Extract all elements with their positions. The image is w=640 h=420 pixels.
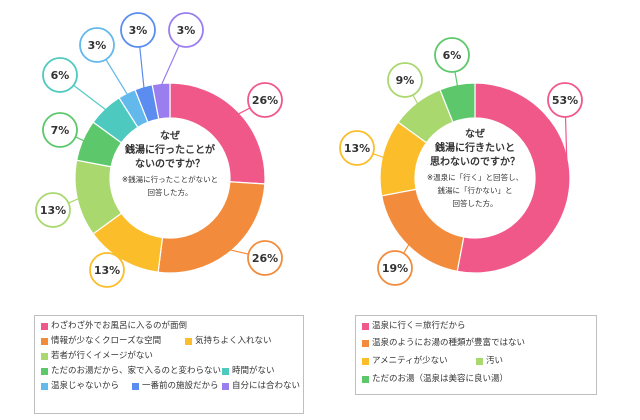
legend-item: 情報が少なくクローズな空間: [41, 336, 161, 346]
value-label-bubble: [247, 82, 283, 118]
legend-item: 温泉に行く＝旅行だから: [362, 321, 466, 331]
value-label: 3%: [177, 24, 196, 37]
chart1-center-text: なぜ 銭湯に行ったことが ないのですか？ ※銭湯に行ったことがないと 回答した方…: [100, 130, 240, 198]
chart2-question-line: 銭湯に行きたいと: [435, 143, 515, 154]
chart1-note-line: 回答した方。: [147, 188, 193, 197]
legend-item: 自分には合わない: [222, 381, 300, 391]
value-label: 13%: [344, 142, 370, 155]
legend-item: ただのお湯（温泉は美容に良い湯）: [362, 374, 508, 384]
legend-label: 時間がない: [232, 366, 275, 376]
legend-item: 気持ちよく入れない: [185, 336, 272, 346]
value-label-bubble: [42, 112, 78, 148]
legend-label: 自分には合わない: [232, 381, 301, 391]
legend-swatch: [362, 339, 369, 347]
value-label: 3%: [88, 39, 107, 52]
legend-label: 温泉に行く＝旅行だから: [372, 321, 466, 331]
value-label: 19%: [382, 262, 408, 275]
legend-item: アメニティが少ない: [362, 356, 448, 366]
value-label: 53%: [552, 94, 578, 107]
legend-label: 若者が行くイメージがない: [51, 351, 153, 361]
legend-item: わざわざ外でお風呂に入るのが面倒: [41, 321, 187, 331]
legend-item: 若者が行くイメージがない: [41, 351, 153, 361]
legend-item: 時間がない: [222, 366, 275, 376]
value-label-bubble: [42, 57, 78, 93]
value-label: 6%: [443, 49, 462, 62]
legend-swatch: [41, 352, 48, 360]
chart2-note-line: 銭湯に「行かない」と: [437, 186, 513, 195]
legend-label: 気持ちよく入れない: [195, 336, 272, 346]
value-label-bubble: [247, 240, 283, 276]
legend-item: 汚い: [476, 356, 503, 366]
legend-item: 一番前の施設だから: [132, 381, 219, 391]
donut-slice: [151, 82, 171, 120]
legend-label: 一番前の施設だから: [142, 381, 219, 391]
value-label-bubble: [120, 12, 156, 48]
chart1-note-line: ※銭湯に行ったことがないと: [121, 175, 219, 184]
chart1-question-line: ないのですか？: [135, 159, 205, 170]
chart1-question-line: なぜ: [160, 131, 180, 142]
legend-swatch: [362, 322, 369, 330]
value-label: 13%: [94, 264, 120, 277]
value-label: 6%: [51, 69, 70, 82]
chart2-note-line: ※温泉に「行く」と回答し、: [426, 173, 524, 182]
value-label-bubble: [547, 82, 583, 118]
value-label-bubble: [168, 12, 204, 48]
value-label-bubble: [339, 130, 375, 166]
legend-label: 温泉じゃないから: [51, 381, 120, 391]
legend-swatch: [185, 337, 192, 345]
chart2-question-line: 思わないのですか？: [430, 157, 520, 168]
chart1-question-line: 銭湯に行ったことが: [125, 145, 215, 156]
value-label-bubble: [387, 62, 423, 98]
value-label-bubble: [35, 192, 71, 228]
legend-swatch: [362, 375, 369, 383]
value-label-bubble: [89, 252, 125, 288]
legend-swatch: [41, 322, 48, 330]
donut-slice: [456, 82, 571, 274]
legend-swatch: [362, 357, 369, 365]
legend-swatch: [476, 357, 483, 365]
value-label: 3%: [129, 24, 148, 37]
legend-swatch: [41, 367, 48, 375]
value-label-bubble: [79, 27, 115, 63]
legend-swatch: [222, 367, 229, 375]
chart1-legend: わざわざ外でお風呂に入るのが面倒 情報が少なくクローズな空間 気持ちよく入れない…: [34, 315, 304, 414]
value-label: 7%: [51, 124, 70, 137]
legend-swatch: [222, 382, 229, 390]
legend-label: ただのお湯だから、家で入るのと変わらない: [51, 366, 222, 376]
value-label: 13%: [40, 204, 66, 217]
chart2-legend: 温泉に行く＝旅行だから 温泉のようにお湯の種類が豊富ではない アメニティが少ない…: [355, 315, 597, 395]
chart2-note-line: 回答した方。: [452, 199, 498, 208]
chart2-center-text: なぜ 銭湯に行きたいと 思わないのですか？ ※温泉に「行く」と回答し、 銭湯に「…: [405, 128, 545, 209]
legend-label: ただのお湯（温泉は美容に良い湯）: [372, 374, 509, 384]
legend-item: ただのお湯だから、家で入るのと変わらない: [41, 366, 221, 376]
legend-label: 情報が少なくクローズな空間: [51, 336, 162, 346]
value-label: 26%: [252, 94, 278, 107]
legend-item: 温泉のようにお湯の種類が豊富ではない: [362, 338, 525, 348]
legend-label: アメニティが少ない: [372, 356, 448, 366]
value-label: 9%: [396, 74, 415, 87]
legend-swatch: [41, 337, 48, 345]
legend-item: 温泉じゃないから: [41, 381, 119, 391]
legend-swatch: [132, 382, 139, 390]
donut-slice: [439, 82, 476, 123]
legend-label: 温泉のようにお湯の種類が豊富ではない: [372, 338, 526, 348]
chart2-question-line: なぜ: [465, 129, 485, 140]
value-label-bubble: [434, 37, 470, 73]
legend-swatch: [41, 382, 48, 390]
value-label-bubble: [377, 250, 413, 286]
value-label: 26%: [252, 252, 278, 265]
legend-label: わざわざ外でお風呂に入るのが面倒: [51, 321, 188, 331]
legend-label: 汚い: [486, 356, 504, 366]
